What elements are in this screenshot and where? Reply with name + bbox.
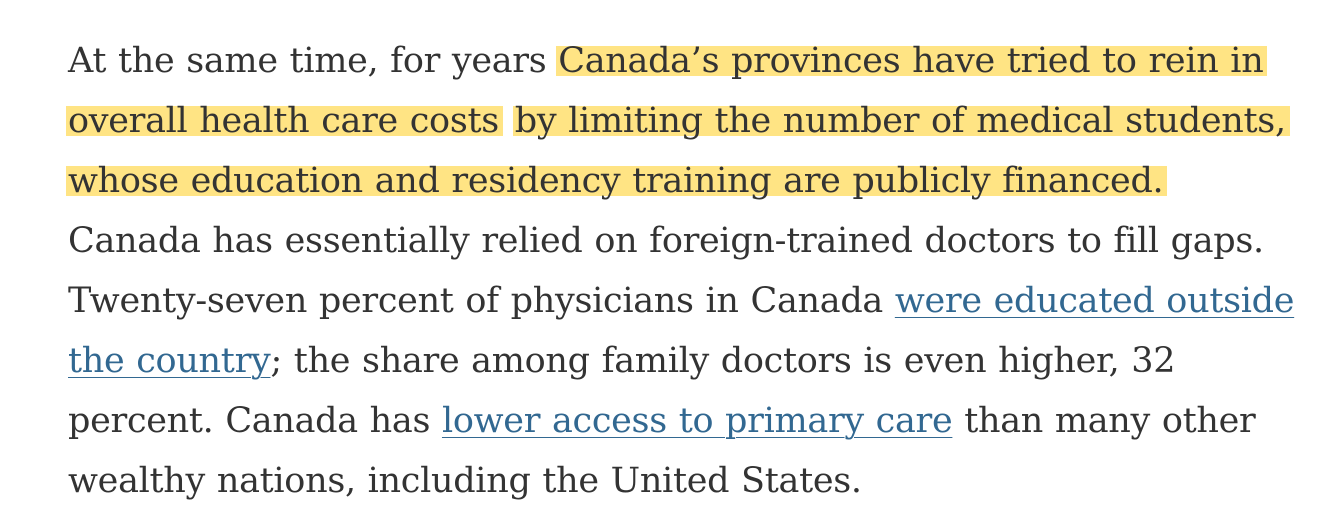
paragraph-text-2: Canada has essentially relied on foreign… bbox=[68, 221, 1264, 321]
link-lower-access-primary-care[interactable]: lower access to primary care bbox=[441, 401, 953, 441]
paragraph-text-3: ; the share among family doctors is even… bbox=[68, 341, 1176, 441]
link-educated-outside-country[interactable]: were educated outside the country bbox=[68, 281, 1295, 381]
article-paragraph: At the same time, for years Canada’s pro… bbox=[66, 31, 1298, 511]
paragraph-text-1: At the same time, for years bbox=[68, 41, 559, 81]
highlight-2[interactable]: by limiting the number of medical studen… bbox=[66, 101, 1290, 201]
paragraph-text-4: than many other wealthy nations, includi… bbox=[68, 401, 1256, 501]
